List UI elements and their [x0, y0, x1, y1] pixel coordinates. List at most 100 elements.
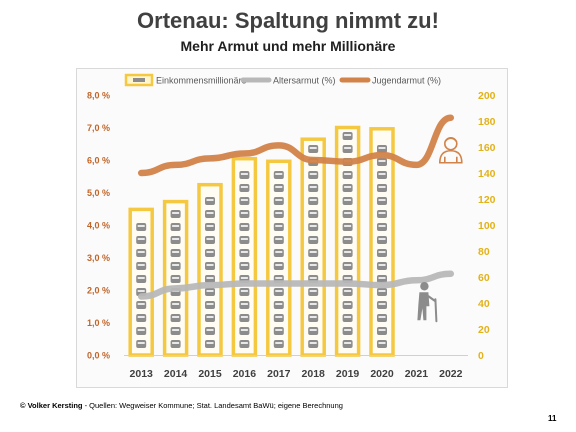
bar [334, 125, 361, 357]
coin-highlight [275, 316, 283, 318]
coin-highlight [275, 303, 283, 305]
footer-sources: - Quellen: Wegweiser Kommune; Stat. Land… [82, 401, 343, 410]
right-tick-label: 160 [478, 142, 496, 154]
left-tick-label: 0,0 % [87, 351, 110, 361]
coin-highlight [206, 316, 214, 318]
coin-highlight [344, 238, 352, 240]
bar [266, 159, 292, 357]
coin-highlight [378, 290, 386, 292]
coin-highlight [378, 329, 386, 331]
coin-highlight [378, 251, 386, 253]
coin-highlight [344, 212, 352, 214]
footer-author: © Volker Kersting [20, 401, 83, 410]
coin-highlight [275, 251, 283, 253]
coin-highlight [309, 329, 317, 331]
right-tick-label: 40 [478, 298, 490, 310]
left-tick-label: 6,0 % [87, 156, 110, 166]
right-tick-label: 100 [478, 220, 496, 232]
coin-highlight [275, 329, 283, 331]
coin-highlight [275, 277, 283, 279]
legend-label: Einkommensmillionäre [156, 76, 247, 86]
coin-highlight [344, 264, 352, 266]
left-tick-label: 2,0 % [87, 286, 110, 296]
jugendarmut-line [137, 114, 455, 177]
legend-item: Jugendarmut (%) [339, 76, 441, 86]
coin-highlight [172, 225, 180, 227]
coin-highlight [309, 303, 317, 305]
coin-highlight [378, 303, 386, 305]
x-tick-label: 2017 [267, 368, 291, 380]
bar [197, 182, 223, 357]
coin-highlight [309, 316, 317, 318]
coin-highlight [137, 225, 145, 227]
bar [231, 156, 258, 357]
coin-highlight [378, 199, 386, 201]
coin-highlight [206, 303, 214, 305]
x-tick-label: 2018 [302, 368, 326, 380]
bar [369, 127, 395, 357]
coin-highlight [378, 173, 386, 175]
x-tick-label: 2019 [336, 368, 360, 380]
x-tick-label: 2015 [198, 368, 222, 380]
elderly-person-icon [417, 282, 438, 323]
chart: Einkommensmillionäre Altersarmut (%) Jugen… [87, 73, 496, 380]
legend: Einkommensmillionäre Altersarmut (%) Jugen… [124, 73, 441, 87]
coin-highlight [240, 290, 248, 292]
bar [128, 207, 154, 357]
coin-highlight [344, 186, 352, 188]
coin-highlight [240, 316, 248, 318]
coin-highlight [344, 199, 352, 201]
coin-highlight [172, 316, 180, 318]
coin-highlight [344, 147, 352, 149]
right-tick-label: 20 [478, 324, 490, 336]
coin-highlight [378, 212, 386, 214]
coin-highlight [344, 290, 352, 292]
coin-highlight [378, 264, 386, 266]
coin-highlight [275, 238, 283, 240]
coin-highlight [344, 225, 352, 227]
coin-highlight [172, 277, 180, 279]
young-person-icon [438, 136, 463, 164]
slide-subtitle: Mehr Armut und mehr Millionäre [180, 38, 396, 54]
coin-highlight [275, 173, 283, 175]
right-tick-label: 200 [478, 90, 496, 102]
coin-highlight [172, 329, 180, 331]
coin-highlight [378, 238, 386, 240]
coin-highlight [137, 238, 145, 240]
coin-highlight [378, 186, 386, 188]
coin-highlight [172, 238, 180, 240]
coin-highlight [275, 186, 283, 188]
coin-highlight [378, 160, 386, 162]
legend-item: Altersarmut (%) [240, 76, 336, 86]
coin-highlight [240, 212, 248, 214]
coin-highlight [344, 316, 352, 318]
coin-highlight [137, 264, 145, 266]
coin-highlight [240, 173, 248, 175]
altersarmut-line [137, 270, 455, 300]
legend-item: Einkommensmillionäre [124, 73, 247, 87]
coin-highlight [309, 290, 317, 292]
coin-highlight [309, 147, 317, 149]
coin-highlight [275, 342, 283, 344]
coin-highlight [309, 277, 317, 279]
x-tick-label: 2021 [405, 368, 429, 380]
coin-highlight [240, 251, 248, 253]
coin-highlight [206, 290, 214, 292]
right-tick-label: 80 [478, 246, 490, 258]
coin-highlight [309, 238, 317, 240]
coin-highlight [137, 329, 145, 331]
coin-highlight [240, 199, 248, 201]
coin-highlight [344, 173, 352, 175]
bar [300, 137, 326, 357]
left-tick-label: 3,0 % [87, 253, 110, 263]
coin-highlight [378, 147, 386, 149]
coin-highlight [275, 199, 283, 201]
line-series [137, 114, 455, 300]
coin-highlight [172, 264, 180, 266]
coin-highlight [344, 134, 352, 136]
coin-highlight [240, 303, 248, 305]
coin-highlight [275, 225, 283, 227]
right-tick-label: 60 [478, 272, 490, 284]
coin-highlight [240, 186, 248, 188]
coin-highlight [137, 316, 145, 318]
